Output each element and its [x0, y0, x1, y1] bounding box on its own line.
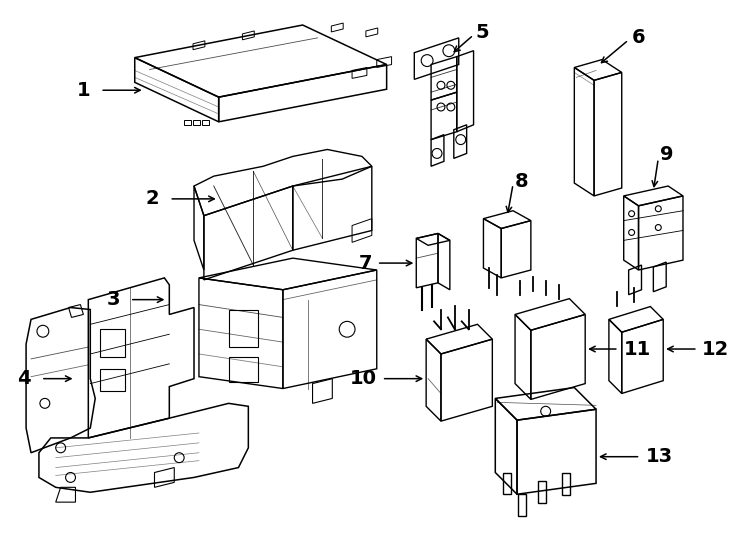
Text: 4: 4 — [18, 369, 31, 388]
Text: 3: 3 — [106, 290, 120, 309]
Bar — [193, 120, 200, 125]
Text: 9: 9 — [661, 145, 674, 164]
Bar — [184, 120, 191, 125]
Bar — [202, 120, 209, 125]
Text: 5: 5 — [476, 23, 489, 43]
Bar — [100, 329, 125, 357]
Bar — [228, 357, 258, 382]
Bar — [504, 472, 511, 494]
Text: 11: 11 — [624, 340, 651, 359]
Text: 2: 2 — [146, 190, 159, 208]
Bar — [228, 309, 258, 347]
Text: 7: 7 — [358, 254, 372, 273]
Text: 13: 13 — [645, 447, 672, 466]
Text: 10: 10 — [350, 369, 377, 388]
Bar — [100, 369, 125, 390]
Text: 12: 12 — [702, 340, 729, 359]
Text: 8: 8 — [515, 172, 528, 191]
Text: 6: 6 — [632, 29, 645, 48]
Text: 1: 1 — [76, 80, 90, 100]
Bar — [562, 474, 570, 495]
Bar — [518, 494, 526, 516]
Bar — [538, 481, 545, 503]
